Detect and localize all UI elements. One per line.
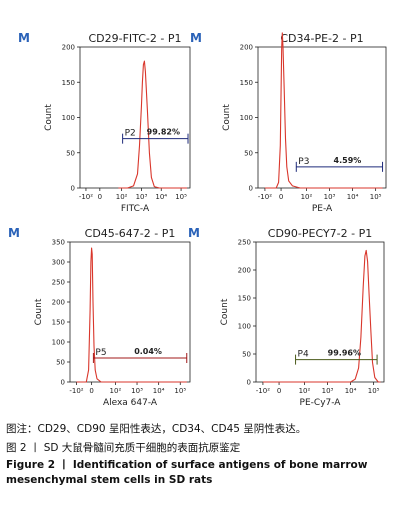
histogram-charts-svg: M CD29-FITC-2 - P1 0 50 100 150 200 -10² 0 10² 10³…: [8, 31, 387, 408]
figure-note: 图注：CD29、CD90 呈阳性表达，CD34、CD45 呈阴性表达。: [6, 423, 307, 435]
histogram-panel-4: M CD90-PECY7-2 - P1 0 50 100 150 200 250 -10² 0 10…: [188, 226, 385, 408]
y-tick-label: 100: [62, 114, 75, 122]
y-tick-label: 100: [238, 323, 251, 331]
y-axis-label: Count: [34, 298, 44, 325]
y-tick-label: 100: [52, 339, 65, 347]
chart-title: CD45-647-2 - P1: [85, 227, 176, 240]
histogram-curve: [118, 60, 187, 189]
x-tick-label: 10²: [116, 193, 128, 201]
x-tick-label: 10⁵: [174, 387, 186, 395]
x-tick-label: 10²: [110, 387, 122, 395]
gate-percent-label: 4.59%: [334, 156, 362, 165]
flow-cytometry-panel-grid: M CD29-FITC-2 - P1 0 50 100 150 200 -10² 0 10² 10³…: [8, 31, 387, 408]
x-tick-label: 10⁵: [175, 193, 187, 201]
x-tick-label: 0: [279, 193, 283, 201]
x-tick-label: 10³: [322, 387, 334, 395]
y-tick-label: 350: [52, 239, 65, 247]
x-tick-label: 0: [277, 387, 281, 395]
cytometer-logo-mark: M: [188, 226, 200, 240]
x-axis-label: PE-A: [312, 204, 333, 214]
x-tick-label: 10³: [136, 193, 148, 201]
x-tick-label: 10⁵: [368, 387, 380, 395]
cytometer-logo-mark: M: [8, 226, 20, 240]
y-tick-label: 200: [238, 267, 251, 275]
gate-name-label: P3: [298, 157, 309, 167]
y-tick-label: 200: [62, 44, 75, 52]
x-tick-label: -10²: [256, 387, 270, 395]
x-tick-label: 10⁴: [345, 387, 357, 395]
y-axis-label: Count: [44, 104, 54, 131]
histogram-panel-1: M CD29-FITC-2 - P1 0 50 100 150 200 -10² 0 10² 10³…: [18, 31, 191, 214]
y-tick-label: 150: [238, 295, 251, 303]
x-tick-label: 10⁴: [153, 387, 165, 395]
gate-percent-label: 99.96%: [328, 349, 361, 358]
cytometer-logo-mark: M: [18, 31, 30, 45]
y-axis-label: Count: [222, 104, 232, 131]
chart-title: CD29-FITC-2 - P1: [88, 32, 181, 45]
figure-title-cn: 图 2 丨 SD 大鼠骨髓间充质干细胞的表面抗原鉴定: [6, 442, 241, 454]
y-axis-label: Count: [220, 298, 230, 325]
x-tick-label: 10²: [299, 387, 311, 395]
plot-frame: [69, 241, 191, 383]
y-tick-label: 150: [62, 79, 75, 87]
x-tick-label: -10²: [258, 193, 272, 201]
chart-title: CD90-PECY7-2 - P1: [268, 227, 372, 240]
y-tick-label: 50: [244, 149, 253, 157]
chart-title: CD34-PE-2 - P1: [280, 32, 363, 45]
histogram-curve: [76, 247, 187, 383]
plot-frame: [79, 46, 191, 189]
x-axis-label: FITC-A: [121, 204, 150, 214]
y-tick-label: 250: [238, 239, 251, 247]
y-tick-label: 50: [66, 149, 75, 157]
x-axis-label: PE-Cy7-A: [300, 398, 342, 408]
y-tick-label: 100: [240, 114, 253, 122]
y-tick-label: 300: [52, 259, 65, 267]
figure-title-en: Figure 2 丨 Identification of surface ant…: [6, 459, 368, 486]
y-tick-label: 150: [52, 319, 65, 327]
cytometer-logo-mark: M: [190, 31, 202, 45]
y-tick-label: 50: [56, 359, 65, 367]
gate-percent-label: 99.82%: [147, 128, 180, 137]
y-tick-label: 150: [240, 79, 253, 87]
x-tick-label: 0: [98, 193, 102, 201]
x-tick-label: 10⁴: [347, 193, 359, 201]
histogram-panel-2: M CD34-PE-2 - P1 0 50 100 150 200 -10² 0 10² 10³ 10…: [190, 31, 387, 214]
gate-name-label: P2: [125, 129, 136, 139]
x-tick-label: 10³: [131, 387, 143, 395]
gate-name-label: P4: [298, 350, 309, 360]
y-tick-label: 50: [242, 351, 251, 359]
y-tick-label: 200: [52, 299, 65, 307]
x-tick-label: 0: [89, 387, 93, 395]
x-tick-label: 10⁵: [370, 193, 382, 201]
x-tick-label: -10²: [79, 193, 93, 201]
gate-percent-label: 0.04%: [134, 347, 162, 356]
x-tick-label: 10³: [324, 193, 336, 201]
x-tick-label: -10²: [69, 387, 83, 395]
gate-name-label: P5: [95, 348, 106, 358]
y-tick-label: 0: [61, 379, 65, 387]
y-tick-label: 200: [240, 44, 253, 52]
histogram-curve: [262, 249, 381, 383]
histogram-curve: [264, 32, 383, 189]
x-tick-label: 10²: [301, 193, 313, 201]
y-tick-label: 250: [52, 279, 65, 287]
x-axis-label: Alexa 647-A: [103, 398, 158, 408]
y-tick-label: 0: [249, 185, 253, 193]
histogram-panel-3: M CD45-647-2 - P1 0 50 100 150 200 250 300 350 -10…: [8, 226, 191, 408]
y-tick-label: 0: [71, 185, 75, 193]
y-tick-label: 0: [247, 379, 251, 387]
x-tick-label: 10⁴: [155, 193, 167, 201]
